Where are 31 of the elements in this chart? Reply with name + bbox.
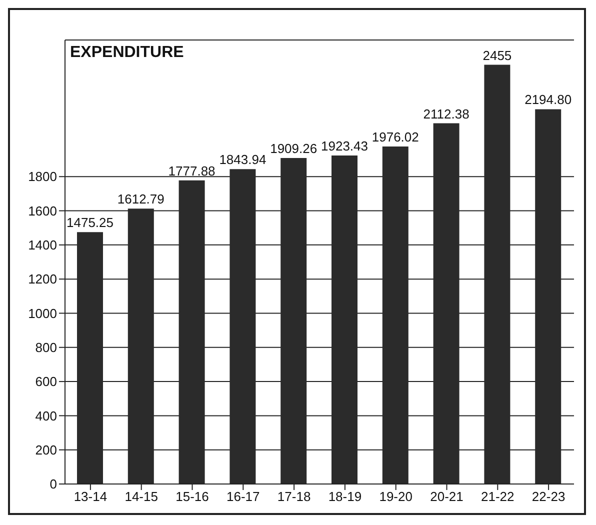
y-tick-label: 1200 [28, 272, 57, 287]
data-label: 2112.38 [423, 106, 470, 122]
y-tick-label: 1600 [28, 203, 57, 218]
x-tick-label: 22-23 [532, 489, 566, 504]
chart-title: EXPENDITURE [70, 44, 184, 62]
y-tick-label: 1000 [28, 306, 57, 321]
y-tick-label: 800 [35, 340, 57, 355]
x-tick-label: 18-19 [328, 489, 362, 504]
y-tick-label: 400 [35, 408, 57, 424]
data-label: 1475.25 [66, 215, 114, 230]
data-label: 2455 [482, 48, 512, 63]
y-tick-label: 200 [35, 442, 57, 458]
data-label: 1976.02 [372, 130, 419, 145]
x-tick-label: 14-15 [124, 489, 158, 504]
y-tick-label: 1800 [28, 169, 57, 184]
x-tick-label: 21-22 [481, 489, 514, 504]
y-tick-label: 600 [35, 374, 57, 390]
data-label: 1909.26 [270, 140, 318, 156]
y-tick-label: 0 [50, 476, 57, 492]
data-label: 1612.79 [117, 192, 164, 207]
x-tick-label: 16-17 [226, 489, 260, 504]
data-label: 1777.88 [168, 163, 216, 178]
x-tick-label: 17-18 [277, 489, 311, 504]
data-label: 1923.43 [321, 138, 368, 154]
data-label: 2194.80 [524, 92, 572, 108]
y-tick-label: 1400 [28, 238, 57, 253]
x-tick-label: 13-14 [74, 489, 108, 504]
x-tick-label: 15-16 [176, 489, 209, 504]
x-tick-label: 19-20 [379, 489, 412, 504]
data-label: 1843.94 [219, 152, 266, 168]
x-tick-label: 20-21 [430, 489, 464, 504]
